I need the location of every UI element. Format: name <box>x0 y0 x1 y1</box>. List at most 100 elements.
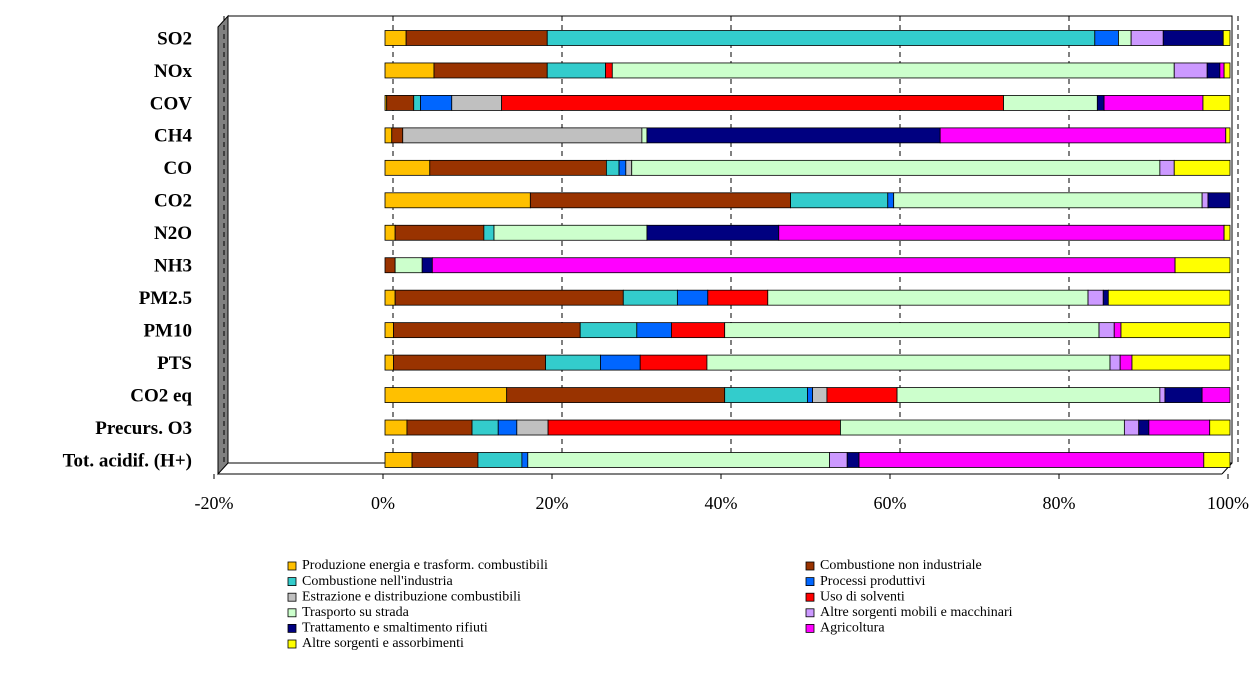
bar-segment <box>384 127 393 144</box>
bar-segment <box>600 354 641 371</box>
bar-segment <box>706 354 1111 371</box>
bar-segment <box>1096 95 1105 111</box>
category-label: PTS <box>157 353 192 374</box>
bar-segment <box>896 387 1161 403</box>
bar-segment <box>429 159 607 176</box>
legend-label: Altre sorgenti mobili e macchinari <box>820 605 1013 620</box>
bar-segment <box>1148 419 1211 436</box>
bar-segment <box>1120 322 1231 339</box>
bar-segment <box>636 322 672 339</box>
bar-segment <box>384 257 396 274</box>
bar-segment <box>384 159 431 176</box>
bar-segment <box>807 387 813 403</box>
bar-segment <box>1102 289 1109 306</box>
legend-label: Combustione nell'industria <box>302 574 453 589</box>
x-tick-label: -20% <box>195 493 234 513</box>
bar-segment <box>1162 30 1224 46</box>
bar-segment <box>1202 95 1231 111</box>
bar-segment <box>527 452 830 468</box>
bar-segment <box>622 289 678 306</box>
bar-segment <box>384 62 435 79</box>
category-label: CH4 <box>154 126 193 147</box>
category-label: CO2 <box>154 191 192 212</box>
bar-segment <box>1130 30 1164 46</box>
category-label: COV <box>150 93 193 114</box>
bar-segment <box>1159 159 1175 176</box>
x-tick-label: 40% <box>705 493 738 513</box>
legend-label: Processi produttivi <box>820 574 925 589</box>
category-label: SO2 <box>157 28 192 49</box>
bar-segment <box>391 127 404 144</box>
bar-segment <box>433 62 548 79</box>
legend-swatch <box>287 561 297 571</box>
bar-segment <box>1113 322 1122 339</box>
bar-segment <box>767 289 1089 306</box>
bar-segment <box>501 95 1004 111</box>
category-label: Tot. acidif. (H+) <box>63 450 192 471</box>
bar-segment <box>671 322 726 339</box>
bar-segment <box>605 62 613 79</box>
bar-segment <box>483 224 495 241</box>
bar-segment <box>778 224 1225 241</box>
bar-segment <box>1219 62 1225 79</box>
bar-segment <box>641 127 648 144</box>
bar-segment <box>639 354 708 371</box>
bar-segment <box>676 289 709 306</box>
bar-segment <box>939 127 1227 144</box>
legend-label: Agricoltura <box>820 621 885 636</box>
bar-segment <box>402 127 643 144</box>
bar-segment <box>411 452 479 468</box>
bar-segment <box>790 192 889 209</box>
bar-segment <box>605 159 620 176</box>
legend-swatch <box>287 592 297 602</box>
bar-segment <box>1201 192 1209 209</box>
bar-segment <box>384 224 396 241</box>
legend-label: Estrazione e distribuzione combustibili <box>302 589 521 604</box>
bar-segment <box>1207 192 1231 209</box>
bar-segment <box>631 159 1161 176</box>
bar-segment <box>384 322 394 339</box>
category-label: N2O <box>154 223 192 244</box>
legend-swatch <box>287 639 297 649</box>
bar-segment <box>393 354 546 371</box>
bar-segment <box>493 224 648 241</box>
bar-segment <box>1103 95 1204 111</box>
bar-segment <box>431 257 1176 274</box>
bar-segment <box>516 419 549 436</box>
bar-segment <box>611 62 1175 79</box>
bar-segment <box>1119 354 1133 371</box>
category-label: NOx <box>154 61 193 82</box>
legend-swatch <box>805 608 815 618</box>
bar-segment <box>421 257 433 274</box>
bar-segment <box>646 127 941 144</box>
legend-label: Trattamento e smaltimento rifiuti <box>302 621 488 636</box>
bar-segment <box>545 354 601 371</box>
bar-segment <box>618 159 627 176</box>
category-label: PM2.5 <box>139 288 192 309</box>
legend-swatch <box>287 577 297 586</box>
bar-segment <box>1203 452 1231 468</box>
bar-segment <box>1159 387 1166 403</box>
bar-segment <box>1223 62 1231 79</box>
bar-segment <box>420 95 453 111</box>
bar-segment <box>384 387 508 403</box>
category-label: PM10 <box>143 320 192 341</box>
bar-segment <box>1209 419 1231 436</box>
bar-segment <box>384 354 394 371</box>
bar-segment <box>724 387 808 403</box>
bar-segment <box>1206 62 1221 79</box>
legend-swatch <box>805 577 815 586</box>
bar-segment <box>724 322 1100 339</box>
bar-segment <box>405 30 548 46</box>
bar-segment <box>1225 127 1231 144</box>
bar-segment <box>393 322 581 339</box>
legend-swatch <box>805 592 815 602</box>
legend-swatch <box>805 561 815 571</box>
bar-segment <box>384 452 413 468</box>
bar-segment <box>471 419 499 436</box>
bar-segment <box>1164 387 1203 403</box>
bar-segment <box>451 95 503 111</box>
legend-swatch <box>805 624 815 633</box>
bar-segment <box>497 419 518 436</box>
legend-label: Uso di solventi <box>820 589 905 604</box>
